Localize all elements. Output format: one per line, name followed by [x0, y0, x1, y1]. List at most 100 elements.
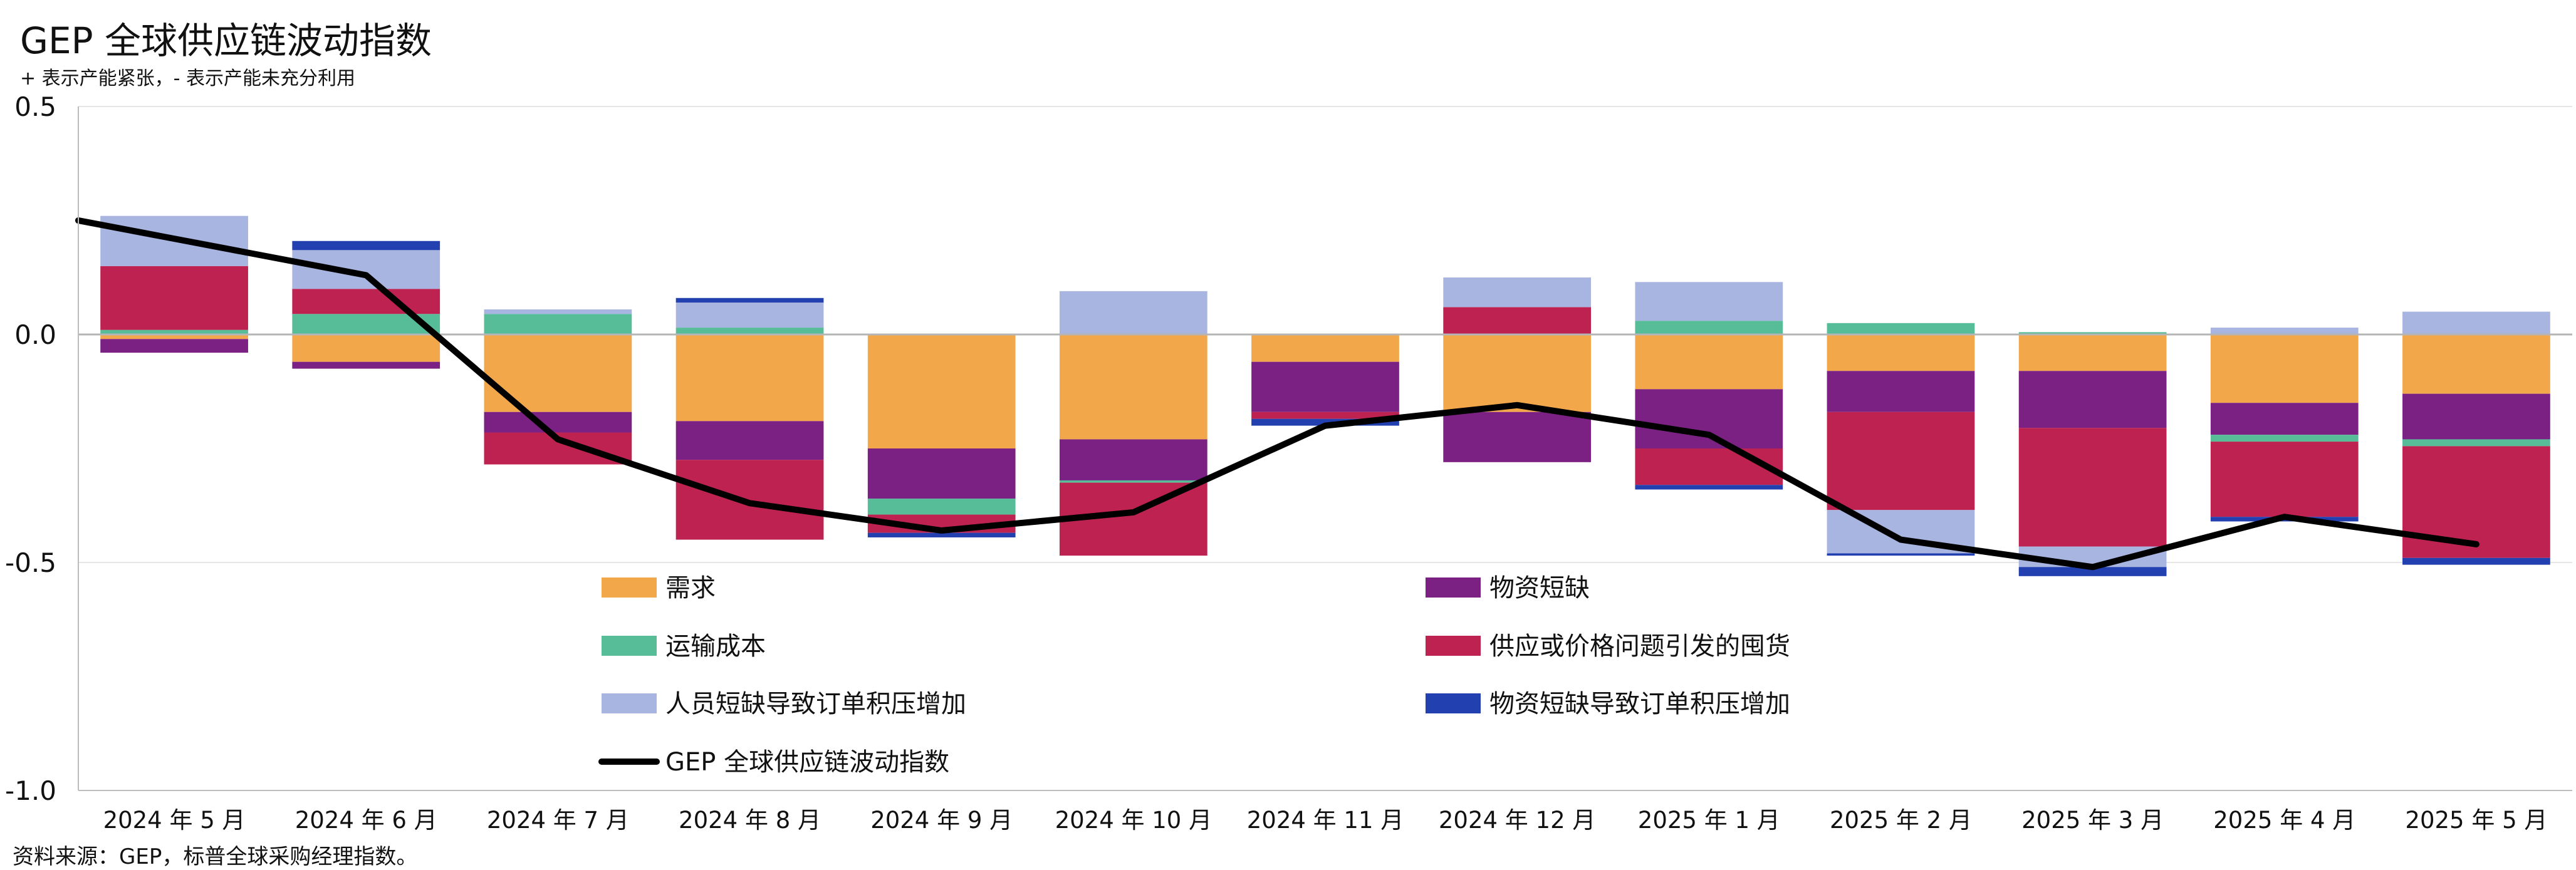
bar-segment [484, 309, 632, 314]
x-tick-label: 2024 年 5 月 [103, 807, 246, 834]
bar-segment [1251, 334, 1399, 362]
bar-segment [100, 329, 248, 334]
bar-segment [292, 361, 441, 369]
y-tick-label: -0.5 [5, 547, 56, 578]
index-line-path [75, 217, 2480, 571]
bar-segment [1443, 307, 1592, 334]
chart-title: GEP 全球供应链波动指数 [20, 19, 432, 62]
bar-segment [2402, 439, 2550, 447]
bar-segment [1635, 321, 1783, 334]
x-tick-label: 2024 年 11 月 [1247, 807, 1404, 834]
bar-segment [867, 334, 1016, 448]
bar-segment [484, 314, 632, 334]
x-tick-label: 2024 年 9 月 [870, 807, 1013, 834]
bar-segment [292, 334, 441, 362]
bar-segment [1635, 485, 1783, 490]
bar-segment [1635, 448, 1783, 485]
bar-segment [2210, 334, 2359, 403]
legend-swatch [1426, 693, 1481, 713]
bar-segment [1059, 480, 1207, 483]
x-tick-label: 2024 年 6 月 [295, 807, 437, 834]
bar-segment [675, 298, 824, 303]
x-tick-label: 2024 年 7 月 [487, 807, 629, 834]
bar-segment [1059, 439, 1207, 480]
y-tick-label: -1.0 [5, 775, 56, 806]
bar-segment [484, 412, 632, 433]
legend-label: 运输成本 [665, 632, 766, 661]
bar-segment [1251, 418, 1399, 426]
y-tick-label: 0.5 [14, 91, 56, 122]
bar-segment [1059, 334, 1207, 440]
x-tick-label: 2025 年 3 月 [2021, 807, 2164, 834]
x-tick-label: 2024 年 10 月 [1055, 807, 1212, 834]
bar-segment [292, 289, 441, 314]
axes: 0.5 0.0 -0.5 -1.0 2024 年 5 月 2024 年 6 月 2024 年… [5, 91, 2572, 834]
x-tick-label: 2025 年 1 月 [1638, 807, 1780, 834]
legend-swatch [1426, 577, 1481, 598]
bar-segment [1443, 334, 1592, 412]
bar-segment [2402, 334, 2550, 394]
bar-segment [1827, 371, 1975, 412]
index-line [75, 217, 2480, 571]
bar-segment [675, 328, 824, 334]
bar-segment [2018, 428, 2167, 547]
bar-segment [675, 303, 824, 328]
legend-swatch [602, 636, 657, 656]
bar-segment [1251, 361, 1399, 412]
bar-segment [867, 448, 1016, 499]
bars [100, 215, 2550, 576]
bar-segment [2018, 567, 2167, 576]
bar-segment [100, 266, 248, 330]
bar-segment [1827, 553, 1975, 556]
legend-label: GEP 全球供应链波动指数 [665, 748, 949, 777]
bar-segment [1635, 282, 1783, 321]
bar-segment [2402, 311, 2550, 334]
bar-segment [2018, 334, 2167, 371]
legend-label: 人员短缺导致订单积压增加 [665, 690, 966, 718]
bar-segment [1827, 412, 1975, 510]
bar-segment [484, 334, 632, 412]
bar-segment [1251, 412, 1399, 419]
chart-subtitle: + 表示产能紧张，- 表示产能未充分利用 [20, 68, 356, 90]
bar-segment [2210, 435, 2359, 442]
legend-swatch [1426, 636, 1481, 656]
bar-segment [2402, 393, 2550, 440]
bar-segment [675, 421, 824, 460]
x-tick-label: 2024 年 12 月 [1439, 807, 1596, 834]
legend-label: 物资短缺 [1489, 574, 1590, 603]
chart-source: 资料来源：GEP，标普全球采购经理指数。 [13, 844, 418, 869]
bar-segment [2210, 403, 2359, 435]
bar-segment [100, 334, 248, 339]
legend-label: 物资短缺导致订单积压增加 [1489, 690, 1790, 718]
bar-segment [2402, 557, 2550, 565]
bar-segment [100, 339, 248, 353]
bar-segment [2018, 332, 2167, 334]
legend-label: 供应或价格问题引发的囤货 [1489, 632, 1790, 661]
bar-segment [1635, 389, 1783, 448]
bar-segment [867, 532, 1016, 537]
bar-segment [1827, 334, 1975, 371]
bar-segment [675, 334, 824, 422]
bar-segment [292, 250, 441, 289]
legend-label: 需求 [665, 574, 716, 603]
legend-swatch [602, 693, 657, 713]
x-tick-label: 2025 年 2 月 [1830, 807, 1972, 834]
bar-segment [2018, 371, 2167, 428]
bar-segment [1443, 412, 1592, 462]
bar-segment [1443, 277, 1592, 308]
y-tick-label: 0.0 [14, 319, 56, 350]
bar-segment [292, 241, 441, 251]
bar-segment [2210, 442, 2359, 517]
x-tick-label: 2024 年 8 月 [679, 807, 821, 834]
bar-segment [867, 499, 1016, 515]
x-tick-label: 2025 年 4 月 [2213, 807, 2355, 834]
bar-segment [1827, 323, 1975, 334]
x-tick-label: 2025 年 5 月 [2405, 807, 2547, 834]
legend-swatch [602, 577, 657, 598]
bar-segment [1635, 334, 1783, 390]
gridlines [78, 106, 2572, 791]
bar-segment [1059, 291, 1207, 334]
bar-segment [2210, 328, 2359, 334]
